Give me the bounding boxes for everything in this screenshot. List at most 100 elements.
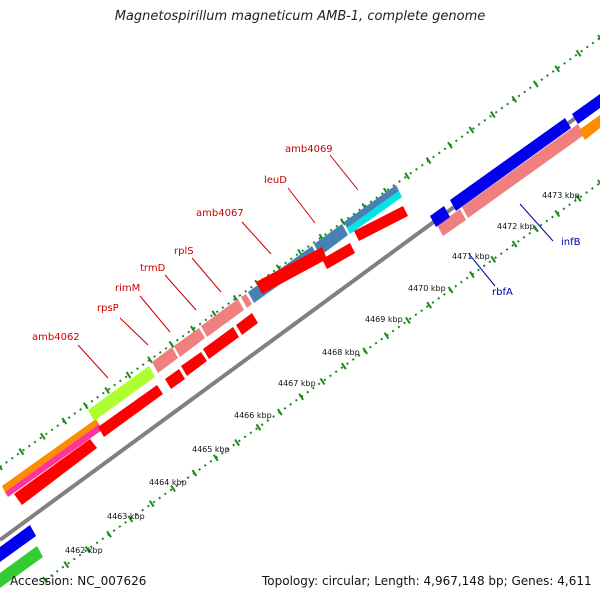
gene-stripe-orange[interactable] xyxy=(2,419,99,492)
major-tick xyxy=(447,141,453,149)
gene-labels: amb4062 rpsP rimM trmD rplS amb4067 leuD… xyxy=(32,144,581,343)
gene-label-rpsP[interactable]: rpsP xyxy=(97,303,119,314)
major-tick xyxy=(341,362,347,370)
gene-rplS[interactable] xyxy=(241,294,252,308)
gene-leuD[interactable] xyxy=(314,224,348,256)
gene-red-4[interactable] xyxy=(181,352,207,376)
major-tick xyxy=(104,386,110,394)
major-tick xyxy=(191,469,198,477)
major-tick xyxy=(511,240,518,248)
major-tick xyxy=(63,561,70,569)
gene-rimM[interactable] xyxy=(174,328,205,357)
tick-guides xyxy=(0,37,600,581)
major-tick xyxy=(82,402,89,410)
major-tick xyxy=(61,417,68,425)
gene-cyan[interactable] xyxy=(347,191,402,234)
gene-red-7[interactable] xyxy=(256,247,327,294)
gene-label-amb4069[interactable]: amb4069 xyxy=(285,144,333,155)
major-tick xyxy=(490,255,497,263)
major-tick xyxy=(425,157,432,165)
major-tick xyxy=(255,423,262,431)
gene-red-9[interactable] xyxy=(354,206,408,241)
major-tick xyxy=(597,179,600,185)
kbp-label: 4466 kbp xyxy=(234,411,272,420)
gene-amb4062[interactable] xyxy=(88,366,155,421)
gene-label-amb4067[interactable]: amb4067 xyxy=(196,208,244,219)
major-tick xyxy=(575,194,582,202)
major-tick xyxy=(404,172,410,180)
kbp-label: 4468 kbp xyxy=(322,348,360,357)
major-tick xyxy=(148,500,155,508)
kbp-label: 4470 kbp xyxy=(408,284,446,293)
major-tick xyxy=(405,316,411,324)
gene-blue-top[interactable] xyxy=(450,118,571,211)
major-tick xyxy=(575,49,582,57)
kbp-label: 4465 kbp xyxy=(192,445,230,454)
major-tick xyxy=(511,95,518,103)
major-tick xyxy=(468,126,475,134)
major-tick xyxy=(234,439,240,447)
gene-infB[interactable] xyxy=(462,124,584,218)
gene-amb4069[interactable] xyxy=(344,185,399,228)
major-tick xyxy=(298,393,304,401)
major-tick xyxy=(42,576,48,584)
accession-text: Accession: NC_007626 xyxy=(10,574,147,588)
gene-trmD[interactable] xyxy=(201,299,244,337)
major-tick xyxy=(554,65,560,73)
kbp-label: 4472 kbp xyxy=(497,222,535,231)
gene-red-3[interactable] xyxy=(165,369,185,389)
major-tick xyxy=(84,545,91,554)
gene-label-rbfA[interactable]: rbfA xyxy=(492,287,513,298)
kbp-label: 4469 kbp xyxy=(365,315,403,324)
kbp-label: 4462 kbp xyxy=(65,546,103,555)
kbp-label: 4473 kbp xyxy=(542,191,580,200)
gene-red-5[interactable] xyxy=(203,327,239,359)
gene-label-infB[interactable]: infB xyxy=(561,237,581,248)
major-tick xyxy=(490,111,496,119)
major-tick xyxy=(340,218,346,226)
gene-red-6[interactable] xyxy=(236,313,258,335)
major-tick xyxy=(190,325,196,333)
major-tick xyxy=(40,432,46,440)
kbp-labels: 4462 kbp 4463 kbp 4464 kbp 4465 kbp 4466… xyxy=(65,191,580,555)
major-tick xyxy=(447,286,454,294)
kbp-label: 4467 kbp xyxy=(278,379,316,388)
major-tick xyxy=(533,225,539,233)
major-tick xyxy=(383,332,390,340)
kbp-label: 4464 kbp xyxy=(149,478,187,487)
major-tick xyxy=(554,209,561,218)
gene-rbfA[interactable] xyxy=(437,209,466,236)
gene-blue-edge[interactable] xyxy=(572,94,600,124)
gene-label-rimM[interactable]: rimM xyxy=(115,283,140,294)
major-tick xyxy=(276,408,283,416)
gene-leader-lines xyxy=(77,154,554,379)
major-tick xyxy=(18,448,25,456)
gene-label-trmD[interactable]: trmD xyxy=(140,263,166,274)
gene-blue-bottom[interactable] xyxy=(0,525,36,562)
kbp-ticks xyxy=(0,34,600,584)
major-tick xyxy=(597,34,600,40)
gene-red-2[interactable] xyxy=(98,385,163,437)
gene-stripe-magenta[interactable] xyxy=(5,424,102,497)
gene-orange-edge[interactable] xyxy=(579,115,600,140)
kbp-label: 4463 kbp xyxy=(107,512,145,521)
reverse-strand-genes[interactable] xyxy=(0,206,408,588)
gene-label-leuD[interactable]: leuD xyxy=(264,175,287,186)
gene-red-8[interactable] xyxy=(322,243,355,269)
major-tick xyxy=(426,301,433,309)
major-tick xyxy=(168,340,175,348)
gene-red-1[interactable] xyxy=(14,439,97,505)
major-tick xyxy=(125,371,132,379)
major-tick xyxy=(212,454,219,462)
gene-blue-small[interactable] xyxy=(430,206,450,227)
gene-label-amb4062[interactable]: amb4062 xyxy=(32,332,80,343)
genome-info-text: Topology: circular; Length: 4,967,148 bp… xyxy=(262,574,592,588)
gene-green-bottom[interactable] xyxy=(0,546,43,588)
gene-label-rplS[interactable]: rplS xyxy=(174,246,194,257)
gene-rpsP[interactable] xyxy=(152,347,178,373)
major-tick xyxy=(170,484,176,492)
major-tick xyxy=(0,465,3,471)
major-tick xyxy=(106,530,112,538)
major-tick xyxy=(319,377,326,386)
